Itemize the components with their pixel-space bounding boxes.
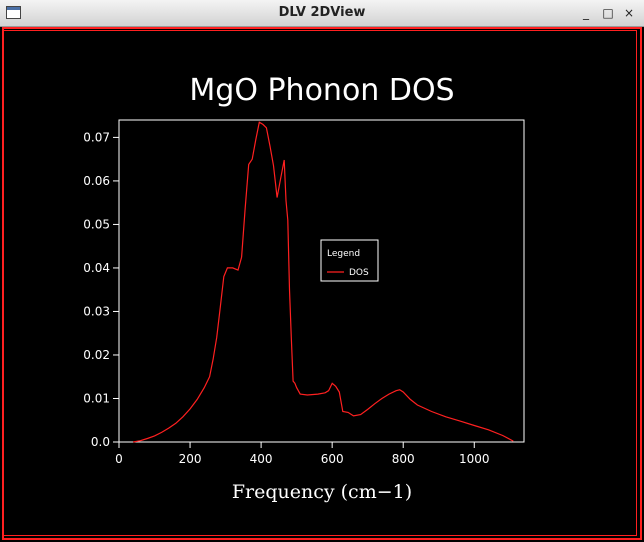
window-title: DLV 2DView [278, 5, 366, 20]
y-tick-label: 0.0 [91, 435, 110, 449]
plot-frame [2, 27, 642, 540]
x-tick-label: 0 [115, 452, 123, 466]
y-tick-label: 0.05 [83, 217, 110, 231]
x-tick-label: 400 [250, 452, 273, 466]
y-tick-label: 0.04 [83, 261, 110, 275]
x-tick-label: 1000 [459, 452, 490, 466]
x-tick-label: 800 [392, 452, 415, 466]
y-axis: 0.0 0.01 0.02 0.03 0.04 0.05 0.06 0.07 [83, 130, 119, 449]
y-tick-label: 0.01 [83, 391, 110, 405]
y-tick-label: 0.06 [83, 174, 110, 188]
series-line-dos [133, 121, 514, 443]
legend: Legend DOS [320, 239, 379, 282]
app-window-icon[interactable] [6, 6, 21, 19]
legend-box [320, 239, 379, 282]
legend-entry-dos: DOS [349, 268, 369, 278]
minimize-button[interactable]: _ [583, 6, 589, 20]
title-bar[interactable]: DLV 2DView _ □ × [0, 0, 644, 27]
legend-title: Legend [327, 249, 360, 259]
y-tick-label: 0.02 [83, 348, 110, 362]
x-tick-label: 600 [321, 452, 344, 466]
plot-area [118, 119, 525, 443]
chart-title: MgO Phonon DOS [189, 73, 454, 108]
maximize-button[interactable]: □ [602, 6, 614, 20]
close-button[interactable]: × [623, 6, 635, 20]
x-axis-label: Frequency (cm−1) [232, 481, 412, 503]
x-axis: 0 200 400 600 800 1000 [115, 442, 490, 466]
y-tick-label: 0.03 [83, 304, 110, 318]
y-tick-label: 0.07 [83, 130, 110, 144]
x-tick-label: 200 [179, 452, 202, 466]
